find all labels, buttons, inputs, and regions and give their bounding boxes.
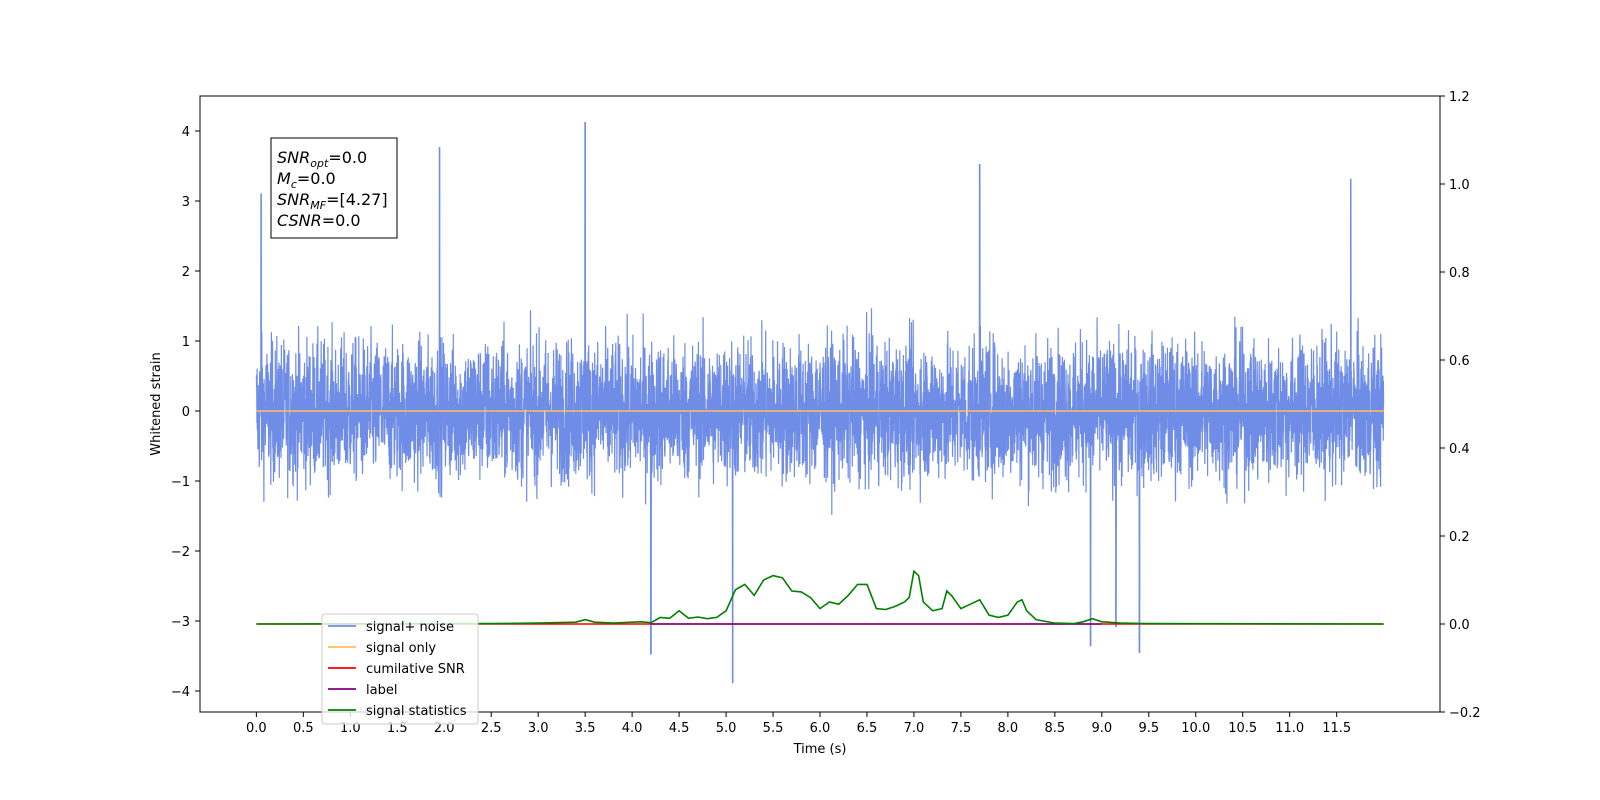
x-axis: 0.0 0.5 1.0 1.5 2.0 2.5 3.0 3.5 4.0 4.5 5.0 5.5 6.0 6…	[246, 712, 1351, 736]
y-right-tick-label: 0.4	[1449, 442, 1470, 457]
y-right-tick-label: 0.2	[1449, 530, 1470, 545]
y-tick-label: 0	[182, 405, 190, 420]
annotation-line: CSNR=0.0	[277, 211, 361, 230]
y-tick-label: −4	[171, 685, 190, 700]
y-axis-right: −0.2 0.0 0.2 0.4 0.6 0.8 1.0 1.2	[1440, 90, 1481, 721]
legend-label: cumilative SNR	[366, 662, 465, 677]
y-right-tick-label: 0.8	[1449, 266, 1470, 281]
y-tick-label: 3	[182, 195, 190, 210]
legend-label: signal statistics	[366, 704, 467, 719]
legend: signal+ noise signal only cumilative SNR la…	[321, 613, 479, 725]
x-tick-label: 11.0	[1275, 721, 1304, 736]
x-tick-label: 10.0	[1181, 721, 1210, 736]
y-axis-left: −4 −3 −2 −1 0 1 2 3 4	[171, 125, 200, 700]
x-tick-label: 3.0	[528, 721, 549, 736]
signal-noise-series	[255, 122, 1385, 684]
annotation-line: SNRMF=[4.27]	[277, 190, 388, 212]
y-right-tick-label: 0.6	[1449, 354, 1470, 369]
y-right-tick-label: 0.0	[1449, 618, 1470, 633]
annotation-frame	[270, 137, 398, 239]
x-tick-label: 6.5	[857, 721, 878, 736]
x-tick-label: 7.0	[904, 721, 925, 736]
signal-noise-line	[255, 122, 1385, 684]
x-tick-label: 4.0	[622, 721, 643, 736]
x-axis-label: Time (s)	[793, 742, 847, 757]
legend-label: signal+ noise	[366, 620, 454, 635]
x-tick-label: 4.5	[669, 721, 690, 736]
x-tick-label: 6.0	[810, 721, 831, 736]
x-tick-label: 1.5	[387, 721, 408, 736]
y-right-tick-label: 1.0	[1449, 178, 1470, 193]
series-line-signal-statistics	[256, 569, 1384, 625]
x-tick-label: 0.0	[246, 721, 267, 736]
x-tick-label: 9.0	[1091, 721, 1112, 736]
legend-label: signal only	[366, 641, 436, 656]
x-tick-label: 2.5	[481, 721, 502, 736]
y-tick-label: 1	[182, 335, 190, 350]
annotation-line: Mc=0.0	[277, 169, 336, 191]
y-axis-label: Whitened strain	[149, 352, 164, 455]
x-tick-label: 5.5	[763, 721, 784, 736]
y-tick-label: 2	[182, 265, 190, 280]
x-tick-label: 8.0	[998, 721, 1019, 736]
x-tick-label: 10.5	[1228, 721, 1257, 736]
y-right-tick-label: 1.2	[1449, 90, 1470, 105]
legend-label: label	[366, 683, 397, 698]
x-tick-label: 3.5	[575, 721, 596, 736]
y-tick-label: 4	[182, 125, 190, 140]
legend-frame	[321, 613, 479, 725]
x-tick-label: 11.5	[1322, 721, 1351, 736]
y-tick-label: −2	[171, 545, 190, 560]
x-tick-label: 2.0	[434, 721, 455, 736]
x-tick-label: 1.0	[340, 721, 361, 736]
annotation-line: SNRopt=0.0	[277, 148, 367, 170]
y-tick-label: −1	[171, 475, 190, 490]
x-tick-label: 8.5	[1045, 721, 1066, 736]
y-tick-label: −3	[171, 615, 190, 630]
x-tick-label: 9.5	[1138, 721, 1159, 736]
x-tick-label: 7.5	[951, 721, 972, 736]
x-tick-label: 5.0	[716, 721, 737, 736]
y-right-tick-label: −0.2	[1449, 706, 1481, 721]
x-tick-label: 0.5	[293, 721, 314, 736]
